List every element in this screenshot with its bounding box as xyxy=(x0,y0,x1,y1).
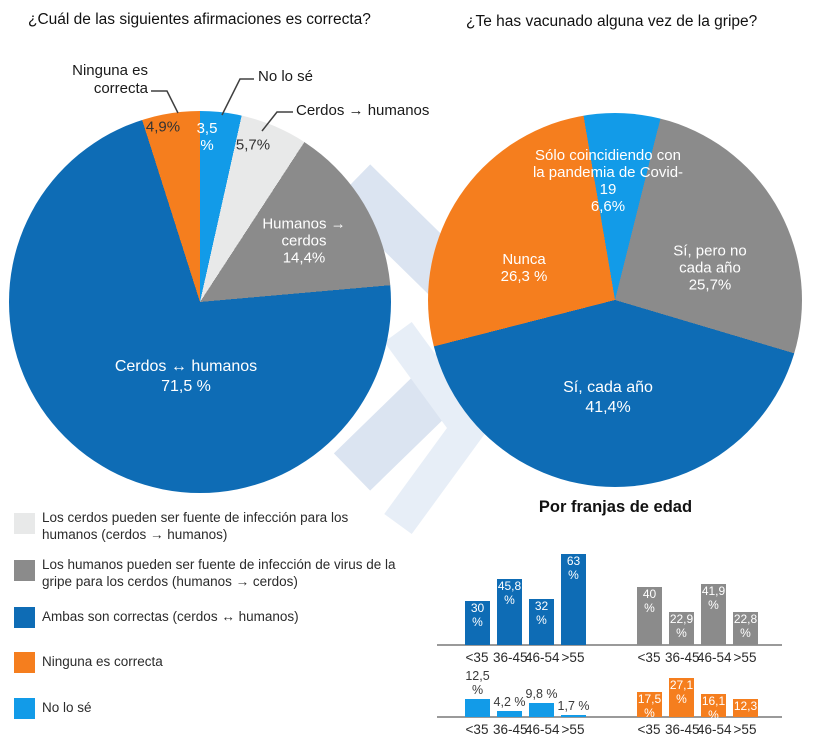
slice-label-pct: 71,5 % xyxy=(161,378,211,395)
slice-label-si-pero-no: Sí, pero no cada año 25,7% xyxy=(655,243,765,294)
bar: 1,7 % xyxy=(558,699,589,717)
bar: 27,1 % xyxy=(669,678,694,717)
slice-label-pct: 26,3 % xyxy=(500,268,548,285)
category-label: >55 xyxy=(733,722,757,737)
axis-line-top-row xyxy=(437,644,782,646)
category-label: 46-54 xyxy=(525,650,560,665)
bar-value-label: 32 % xyxy=(534,599,549,627)
legend-label: Ninguna es correcta xyxy=(42,654,163,669)
bar-value-label: 4,2 % xyxy=(493,695,526,709)
callout-no-lo-se: No lo sé xyxy=(258,68,314,85)
category-label: 46-54 xyxy=(525,722,560,737)
category-label: 36-45 xyxy=(493,722,528,737)
slice-label-si-cada-ano: Sí, cada año 41,4% xyxy=(563,378,653,418)
legend-label: Los humanos pueden ser fuente de infecci… xyxy=(42,557,396,589)
slice-label-pct: 14,4% xyxy=(282,249,326,267)
pie-right xyxy=(428,113,802,487)
category-label: 36-45 xyxy=(665,650,700,665)
bar-value-label: 63 % xyxy=(566,554,581,582)
category-label: 46-54 xyxy=(697,722,732,737)
category-label: >55 xyxy=(561,650,585,665)
category-label: >55 xyxy=(733,650,757,665)
legend-swatch-light-gray xyxy=(14,513,35,534)
bar: 30 % xyxy=(465,601,490,645)
bar-value-label: 40 % xyxy=(642,587,657,615)
age-breakdown-title: Por franjas de edad xyxy=(538,498,693,516)
legend-label: Los cerdos pueden ser fuente de infecció… xyxy=(42,510,349,542)
slice-label-text: Humanos → cerdos xyxy=(262,215,346,250)
bar: 22,9 % xyxy=(669,612,694,645)
category-labels-top-right: <35 36-45 46-54 >55 xyxy=(633,650,761,665)
bar: 17,5 % xyxy=(637,692,662,720)
category-labels-bottom-left: <35 36-45 46-54 >55 xyxy=(461,722,589,737)
category-labels-top-left: <35 36-45 46-54 >55 xyxy=(461,650,589,665)
slice-label-pct: 6,6% xyxy=(590,198,626,215)
slice-label-cerdos-humanos-ambos: Cerdos ↔ humanos 71,5 % xyxy=(96,357,276,397)
slice-label-no-lo-se-pct: 3,5 % xyxy=(196,120,218,154)
bar-value-label: 30 % xyxy=(470,601,485,629)
bar-group-light-blue: 12,5 % 4,2 % 9,8 % 1,7 % xyxy=(465,617,595,717)
category-label: 36-45 xyxy=(665,722,700,737)
slice-label-pct: 41,4% xyxy=(585,399,631,416)
bar: 45,8 % xyxy=(497,579,522,645)
slice-label-text: Sólo coincidiendo con la pandemia de Cov… xyxy=(532,147,684,198)
category-label: <35 xyxy=(637,650,661,665)
callout-ninguna: Ninguna es correcta xyxy=(72,62,148,97)
slice-label-pct: 25,7% xyxy=(688,276,732,294)
category-label: <35 xyxy=(465,722,489,737)
bar-value-label: 22,9 % xyxy=(669,612,694,640)
axis-line-bottom-row xyxy=(437,716,782,718)
legend-swatch-orange xyxy=(14,652,35,673)
slice-label-nunca: Nunca 26,3 % xyxy=(501,251,548,285)
legend-swatch-light-blue xyxy=(14,698,35,719)
bar-value-label: 27,1 % xyxy=(669,678,694,706)
callout-cerdos-humanos: Cerdos → humanos xyxy=(296,102,430,119)
bar-value-label: 12,5 % xyxy=(465,669,490,697)
legend-swatch-gray xyxy=(14,560,35,581)
bar: 4,2 % xyxy=(494,695,525,717)
bar-value-label: 16,1 % xyxy=(701,694,726,722)
pie-left xyxy=(9,111,391,493)
bar-value-label: 1,7 % xyxy=(557,699,590,713)
category-label: 36-45 xyxy=(493,650,528,665)
slice-label-text: Sí, cada año xyxy=(563,379,653,396)
slice-label-text: Sí, pero no cada año xyxy=(673,242,747,277)
bar-value-label: 17,5 % xyxy=(637,692,662,720)
bar: 63 % xyxy=(561,554,586,645)
bar: 41,9 % xyxy=(701,584,726,645)
legend-label: No lo sé xyxy=(42,700,92,715)
category-label: >55 xyxy=(561,722,585,737)
category-labels-bottom-right: <35 36-45 46-54 >55 xyxy=(633,722,761,737)
bar-value-label: 45,8 % xyxy=(497,579,522,607)
bar-value-label: 22,8 % xyxy=(733,612,758,640)
bar: 9,8 % xyxy=(526,687,557,717)
bar: 12,3 xyxy=(733,699,758,717)
bar-group-dark-blue: 30 % 45,8 % 32 % 63 % xyxy=(465,545,595,645)
bar-group-gray: 40 % 22,9 % 41,9 % 22,8 % xyxy=(637,545,767,645)
bar-group-orange: 17,5 % 27,1 % 16,1 % 12,3 xyxy=(637,617,767,721)
bar: 40 % xyxy=(637,587,662,645)
bar-value-label: 12,3 xyxy=(733,699,758,713)
category-label: <35 xyxy=(637,722,661,737)
slice-label-cerdos-humanos-pct: 5,7% xyxy=(235,136,271,154)
slice-label-text: Nunca xyxy=(502,251,546,268)
left-pie-title: ¿Cuál de las siguientes afirmaciones es … xyxy=(28,11,371,28)
slice-label-humanos-cerdos: Humanos → cerdos 14,4% xyxy=(260,216,348,267)
bar: 22,8 % xyxy=(733,612,758,645)
category-label: <35 xyxy=(465,650,489,665)
right-pie-title: ¿Te has vacunado alguna vez de la gripe? xyxy=(466,13,758,30)
bar: 16,1 % xyxy=(701,694,726,721)
legend-label: Ambas son correctas (cerdos ↔ humanos) xyxy=(42,609,299,624)
bar: 12,5 % xyxy=(465,669,490,717)
bar-value-label: 41,9 % xyxy=(701,584,726,612)
bar-value-label: 9,8 % xyxy=(525,687,558,701)
slice-label-ninguna-pct: 4,9% xyxy=(145,118,181,136)
slice-label-solo-pandemia: Sólo coincidiendo con la pandemia de Cov… xyxy=(528,147,688,215)
bar: 32 % xyxy=(529,599,554,645)
slice-label-text: Cerdos ↔ humanos xyxy=(114,358,258,375)
legend-swatch-dark-blue xyxy=(14,607,35,628)
category-label: 46-54 xyxy=(697,650,732,665)
